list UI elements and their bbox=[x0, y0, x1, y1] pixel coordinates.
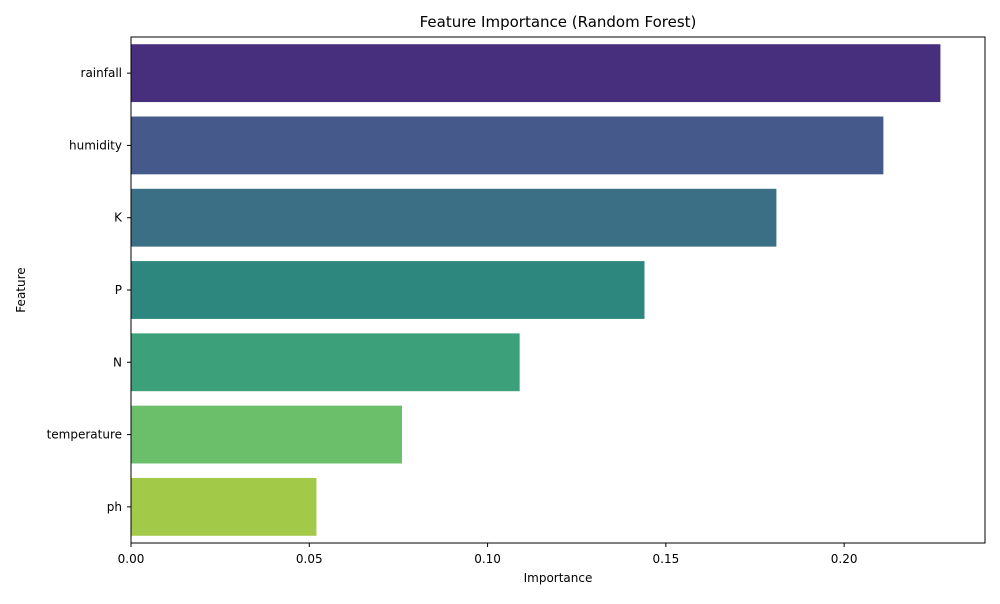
x-tick-label: 0.10 bbox=[474, 552, 501, 566]
bar-rainfall bbox=[131, 44, 941, 103]
bar-ph bbox=[131, 477, 317, 536]
bar-k bbox=[131, 188, 777, 247]
y-tick-label-p: P bbox=[115, 283, 122, 297]
y-tick-label-humidity: humidity bbox=[69, 138, 122, 152]
bars-group bbox=[131, 44, 941, 536]
x-tick-label: 0.00 bbox=[118, 552, 145, 566]
bar-p bbox=[131, 261, 645, 319]
x-axis-label: Importance bbox=[524, 571, 593, 585]
x-tick-label: 0.15 bbox=[653, 552, 680, 566]
bar-humidity bbox=[131, 116, 884, 175]
y-tick-label-rainfall: rainfall bbox=[81, 66, 122, 80]
x-tick-label: 0.20 bbox=[831, 552, 858, 566]
y-axis-label: Feature bbox=[14, 267, 28, 312]
x-tick-label: 0.05 bbox=[296, 552, 323, 566]
bar-n bbox=[131, 333, 520, 392]
y-tick-label-temperature: temperature bbox=[47, 428, 122, 442]
y-tick-label-k: K bbox=[114, 211, 123, 225]
bar-temperature bbox=[131, 405, 402, 464]
y-tick-label-ph: ph bbox=[107, 500, 122, 514]
x-axis: 0.00 0.05 0.10 0.15 0.20 bbox=[118, 543, 858, 566]
y-tick-label-n: N bbox=[113, 355, 122, 369]
plot-frame bbox=[130, 36, 986, 544]
chart-title: Feature Importance (Random Forest) bbox=[420, 13, 697, 31]
